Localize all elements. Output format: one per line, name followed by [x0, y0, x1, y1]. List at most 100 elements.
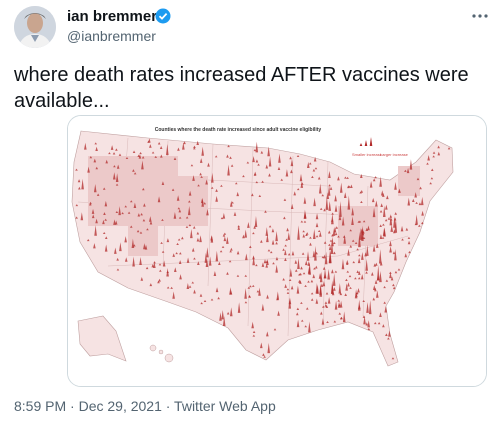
tweet-text: where death rates increased AFTER vaccin… — [14, 64, 469, 112]
map-spike — [89, 156, 93, 159]
map-spike — [374, 279, 378, 284]
map-spike — [302, 234, 306, 238]
map-spike — [382, 324, 385, 328]
map-spike — [351, 239, 355, 242]
map-spike — [251, 193, 254, 197]
map-spike — [368, 300, 372, 315]
map-spike — [193, 145, 196, 148]
map-spike — [432, 151, 436, 154]
map-spike — [161, 218, 164, 221]
legend-spike — [359, 143, 363, 146]
map-spike — [201, 146, 204, 156]
map-spike — [81, 178, 84, 190]
map-spike — [206, 247, 209, 258]
map-spike — [115, 173, 119, 182]
map-spike — [105, 159, 109, 164]
map-spike — [262, 353, 265, 356]
map-spike — [357, 287, 360, 293]
map-spike — [411, 198, 415, 202]
map-spike — [157, 280, 160, 284]
map-spike — [389, 246, 392, 253]
map-spike — [323, 254, 326, 259]
map-spike — [331, 283, 334, 294]
map-spike — [222, 316, 226, 327]
map-spike — [94, 142, 98, 145]
map-spike — [333, 241, 336, 244]
map-spike — [447, 147, 451, 150]
map-spike — [265, 260, 269, 264]
map-spike — [393, 229, 396, 234]
map-spike — [375, 262, 378, 266]
more-button[interactable] — [470, 6, 490, 26]
map-spike — [160, 241, 163, 244]
map-spike — [394, 181, 397, 190]
map-spike — [286, 227, 289, 232]
map-spike — [328, 250, 332, 264]
author-handle[interactable]: @ianbremmer — [67, 28, 156, 44]
map-spike — [249, 285, 252, 288]
map-spike — [251, 284, 255, 287]
map-spike — [137, 213, 141, 217]
map-spike — [432, 155, 435, 158]
map-spike — [103, 212, 106, 215]
map-spike — [382, 223, 385, 226]
map-spike — [127, 211, 131, 214]
map-spike — [263, 259, 267, 264]
map-spike — [275, 256, 279, 261]
map-spike — [337, 299, 341, 302]
map-spike — [333, 287, 336, 291]
avatar-image — [14, 6, 56, 48]
map-spike — [389, 271, 392, 274]
timestamp[interactable]: 8:59 PM · Dec 29, 2021 · Twitter Web App — [14, 398, 276, 414]
map-spike — [334, 300, 338, 310]
map-spike — [210, 298, 214, 301]
map-spike — [376, 275, 380, 281]
map-spike — [119, 242, 122, 252]
map-spike — [407, 236, 411, 239]
tweet-image[interactable]: Counties where the death rate increased … — [67, 115, 487, 387]
map-spike — [325, 195, 329, 210]
map-spike — [437, 151, 441, 156]
avatar[interactable] — [14, 6, 56, 48]
map-spike — [215, 188, 218, 192]
map-spike — [192, 175, 195, 181]
map-spike — [376, 265, 380, 281]
map-spike — [116, 257, 119, 261]
map-spike — [319, 271, 323, 283]
map-spike — [278, 153, 281, 163]
map-spike — [166, 144, 169, 156]
map-spike — [186, 257, 190, 263]
map-spike — [146, 228, 149, 231]
map-spike — [159, 146, 163, 150]
map-spike — [289, 268, 293, 277]
map-spike — [342, 235, 346, 238]
map-spike — [331, 233, 334, 237]
map-spike — [329, 239, 333, 242]
map-spike — [206, 208, 209, 216]
map-spike — [398, 188, 401, 193]
map-spike — [356, 270, 360, 273]
map-spike — [302, 230, 305, 233]
map-spike — [331, 269, 334, 274]
map-spike — [347, 282, 350, 287]
map-spike — [347, 195, 351, 210]
map-spike — [407, 197, 411, 206]
map-spike — [275, 264, 278, 273]
author-name[interactable]: ian bremmer — [67, 8, 158, 25]
map-spike — [133, 202, 137, 208]
map-spike — [300, 220, 304, 223]
map-spike — [296, 307, 300, 311]
map-spike — [283, 198, 287, 201]
map-spike — [437, 145, 440, 149]
map-spike — [86, 239, 90, 242]
map-spike — [252, 334, 256, 337]
map-spike — [297, 225, 300, 240]
map-spike — [247, 222, 250, 228]
map-spike — [220, 217, 224, 220]
map-spike — [253, 225, 256, 229]
map-spike — [215, 195, 218, 202]
map-spike — [390, 224, 394, 232]
map-spike — [166, 286, 170, 289]
map-spike — [252, 232, 255, 235]
map-spike — [338, 214, 342, 221]
